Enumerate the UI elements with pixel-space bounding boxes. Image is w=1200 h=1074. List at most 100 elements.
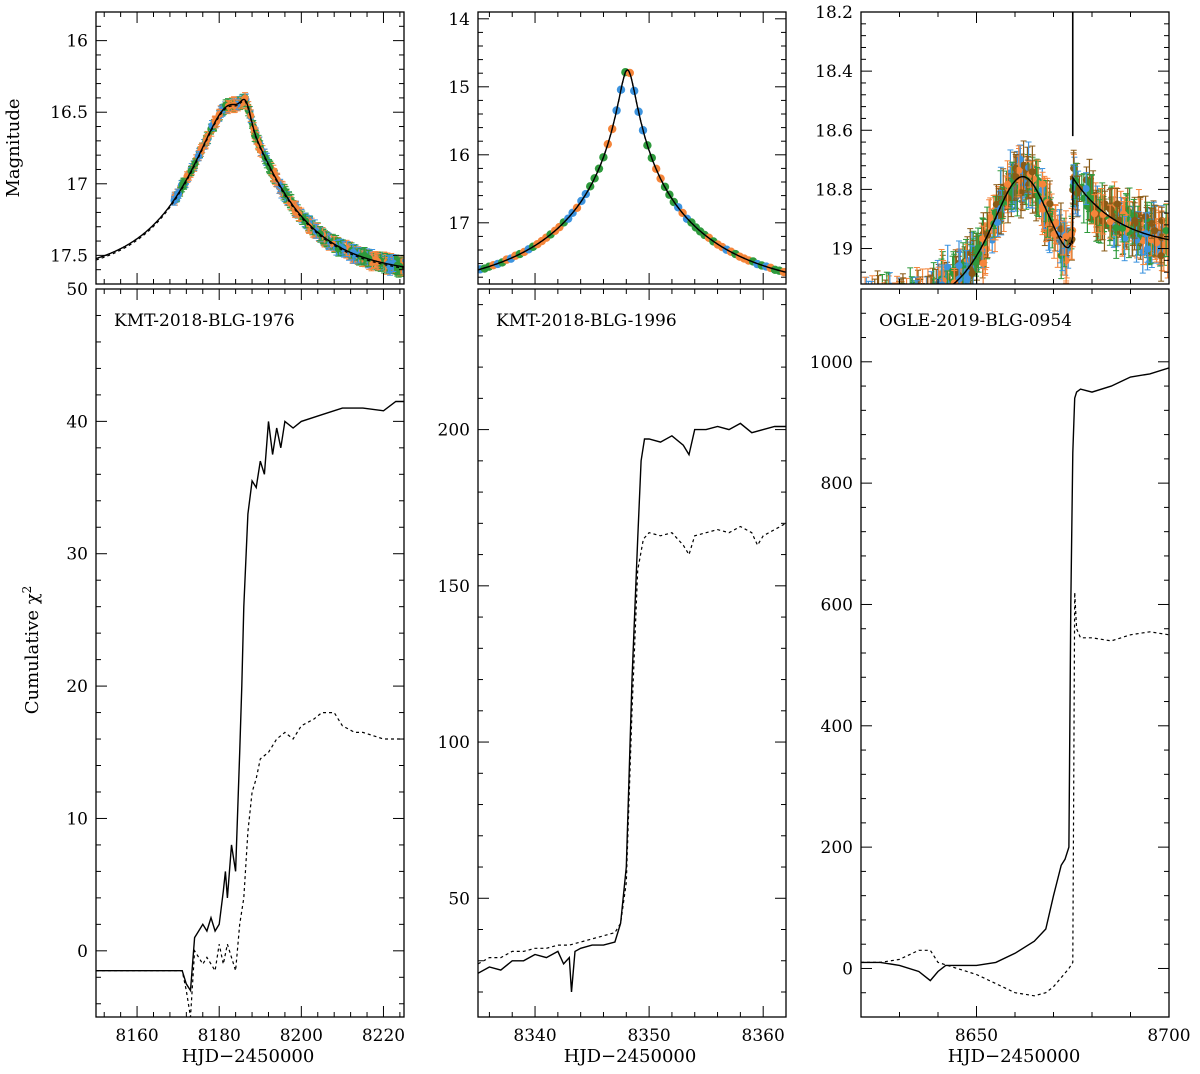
data-point xyxy=(924,284,931,291)
data-point xyxy=(878,303,885,310)
data-point xyxy=(938,287,945,294)
y-tick-label: 150 xyxy=(438,577,470,597)
event-name-1: KMT-2018-BLG-1976 xyxy=(114,311,295,331)
x-tick-label: 8700 xyxy=(1147,1026,1190,1046)
y-tick-label: 18.4 xyxy=(815,62,853,82)
data-point xyxy=(900,293,907,300)
data-point xyxy=(940,291,947,298)
y-tick-label: 0 xyxy=(77,942,88,962)
data-point xyxy=(868,300,875,307)
y-tick-label: 16.5 xyxy=(50,103,88,123)
data-point xyxy=(886,303,893,310)
data-point xyxy=(885,295,892,302)
data-point xyxy=(871,302,878,309)
data-point xyxy=(881,301,888,308)
data-point xyxy=(892,292,899,299)
data-point xyxy=(862,300,869,307)
data-point xyxy=(918,297,925,304)
data-point xyxy=(1118,224,1127,232)
data-point xyxy=(932,301,939,308)
data-point xyxy=(870,301,877,308)
x-tick-label: 8180 xyxy=(198,1026,241,1046)
data-point xyxy=(915,292,922,299)
data-point xyxy=(907,299,914,306)
data-point xyxy=(928,289,935,296)
data-point xyxy=(909,297,916,304)
data-point xyxy=(1016,155,1024,163)
y-tick-label: 1000 xyxy=(810,353,853,373)
x-tick-label: 8350 xyxy=(627,1026,670,1046)
data-point xyxy=(872,308,879,315)
data-point xyxy=(932,283,935,284)
data-point xyxy=(932,304,939,311)
x-axis-label-2: HJD−2450000 xyxy=(564,1046,697,1067)
data-point xyxy=(912,291,919,298)
data-point xyxy=(935,290,942,297)
light-curve-data-2 xyxy=(478,68,786,277)
data-point xyxy=(917,294,924,301)
data-point xyxy=(903,296,910,303)
data-point xyxy=(394,263,402,271)
chi2-series-dotted-3 xyxy=(861,592,1169,997)
data-point xyxy=(955,262,963,270)
data-point xyxy=(1162,226,1169,235)
light-curve-model-solid-3 xyxy=(952,175,1169,284)
data-point xyxy=(875,298,882,305)
y-tick-label: 20 xyxy=(66,677,88,697)
data-point xyxy=(928,303,935,310)
x-tick-label: 8360 xyxy=(742,1026,785,1046)
data-point xyxy=(900,300,907,307)
data-point xyxy=(864,308,871,315)
data-point xyxy=(868,311,875,318)
data-point xyxy=(910,293,917,300)
data-point xyxy=(937,294,944,301)
data-point xyxy=(968,269,976,278)
event-name-3: OGLE-2019-BLG-0954 xyxy=(879,311,1072,331)
data-point xyxy=(869,318,876,325)
data-point xyxy=(909,299,916,306)
y-tick-label: 16 xyxy=(448,146,470,166)
data-point xyxy=(940,293,947,300)
data-point xyxy=(864,315,871,322)
light-curve-model-solid-2 xyxy=(478,69,786,273)
data-point xyxy=(1003,180,1012,188)
y-tick-label: 800 xyxy=(821,474,853,494)
data-point xyxy=(915,299,922,306)
data-point xyxy=(1150,227,1159,235)
data-point xyxy=(947,293,954,300)
data-point xyxy=(948,303,955,310)
data-point xyxy=(930,292,937,299)
data-point xyxy=(915,300,922,307)
data-point xyxy=(951,284,958,291)
data-point xyxy=(957,291,964,298)
data-point xyxy=(931,302,938,309)
chi2-panel-2 xyxy=(477,288,787,1018)
data-point xyxy=(871,308,878,315)
data-point xyxy=(863,304,870,311)
y-tick-label: 18.2 xyxy=(815,3,853,23)
data-point xyxy=(940,295,947,302)
y-tick-label: 100 xyxy=(438,733,470,753)
data-point xyxy=(919,302,926,309)
x-axis-label-1: HJD−2450000 xyxy=(182,1046,315,1067)
data-point xyxy=(923,292,930,299)
data-point xyxy=(872,325,879,332)
data-point xyxy=(882,295,889,302)
y-tick-label: 600 xyxy=(821,595,853,615)
data-point xyxy=(1045,222,1053,230)
light-curve-model-solid-1 xyxy=(96,98,404,268)
chi2-series-dotted-1 xyxy=(96,712,404,1017)
data-point xyxy=(908,283,912,284)
x-tick-label: 8220 xyxy=(362,1026,405,1046)
data-point xyxy=(868,301,875,308)
top-y-axis-label: Magnitude xyxy=(3,98,24,197)
data-point xyxy=(935,286,942,293)
data-point xyxy=(862,298,869,305)
data-point xyxy=(908,296,915,303)
data-point xyxy=(950,279,958,284)
data-point xyxy=(898,303,905,310)
light-curve-data-1 xyxy=(170,92,404,278)
y-tick-label: 17 xyxy=(66,175,88,195)
data-point xyxy=(1157,252,1165,260)
data-point xyxy=(1062,232,1070,241)
